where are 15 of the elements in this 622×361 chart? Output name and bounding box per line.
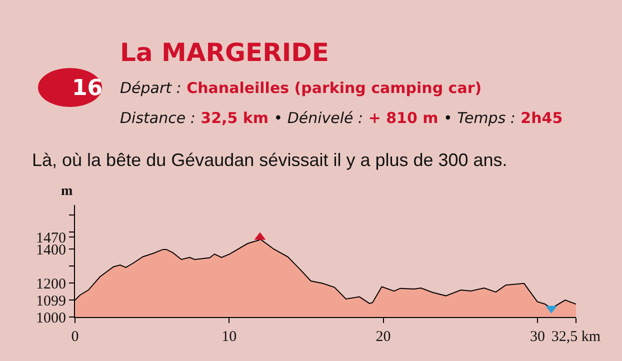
x-tick-label: 20 bbox=[376, 329, 391, 345]
y-tick-label: 1000 bbox=[36, 310, 66, 326]
text: 16 bbox=[72, 76, 103, 101]
x-tick-label: 10 bbox=[222, 329, 237, 345]
x-tick-label: 32,5 km bbox=[551, 329, 601, 345]
text: Départ : Chanaleilles (parking camping car) bbox=[120, 79, 482, 97]
y-tick-label: 1200 bbox=[36, 276, 66, 292]
chart-title: La MARGERIDE bbox=[120, 38, 329, 67]
y-axis-title: m bbox=[61, 184, 73, 199]
y-tick-label: 1400 bbox=[36, 242, 66, 258]
x-tick-label: 30 bbox=[530, 329, 545, 345]
text: Là, où la bête du Gévaudan sévissait il y a plus de 300 ans. bbox=[32, 150, 508, 170]
y-tick-label: 1099 bbox=[36, 293, 66, 310]
x-tick-label: 0 bbox=[71, 329, 79, 345]
text: Distance : 32,5 km • Dénivelé : + 810 m • Temps : 2h45 bbox=[120, 109, 563, 127]
